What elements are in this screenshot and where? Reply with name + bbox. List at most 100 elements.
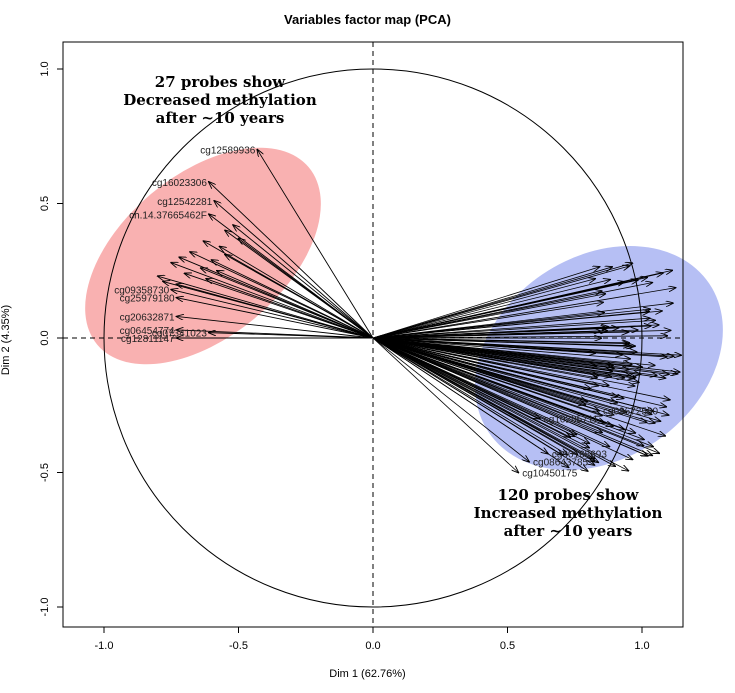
vector-arrow [372,280,638,339]
vector-arrow [372,337,629,344]
probe-label: cg16023306 [152,178,207,189]
annotation-increased-line-2: Increased methylation [473,504,663,522]
vector-arrow [206,279,374,339]
vector-arrow [372,337,609,385]
probe-label: cg09672560 [603,407,658,418]
vector-arrow [372,337,681,355]
axis-ticks: -1.0 -0.5 0.0 0.5 1.0 -1.0 -0.5 0.0 0.5 1.0 [39,61,650,652]
annotation-increased-line-1: 120 probes show [497,486,639,504]
chart-title: Variables factor map (PCA) [284,12,451,27]
vector-arrow [372,337,680,372]
vector-arrow [212,260,374,339]
vector-arrow [372,337,599,411]
annotation-increased: 120 probes show Increased methylation af… [458,486,678,540]
vector-arrow [372,337,634,386]
vector-arrow [372,337,630,359]
ellipses [85,147,723,470]
vector-arrow [372,266,629,339]
vector-arrow [177,284,374,339]
y-tick-label: 0.0 [39,330,51,345]
vector-arrow [372,288,675,339]
vector-arrow [372,337,630,376]
vector-arrow [372,337,635,433]
vector-arrow [239,238,374,339]
vector-arrow [171,290,374,339]
vector-arrow [372,337,518,473]
y-tick-label: -0.5 [39,463,51,482]
vector-arrow [372,337,548,454]
probe-label: cg20632871 [120,312,175,323]
vector-arrow [372,311,662,339]
vector-arrow [372,337,602,432]
vector-arrow [372,280,610,339]
annotation-decreased: 27 probes show Decreased methylation aft… [120,73,320,127]
vector-arrow [209,182,374,339]
probe-label: cg00168693 [552,450,607,461]
vector-arrow [372,337,615,466]
vector-arrow [372,337,529,462]
x-tick-label: 0.5 [500,640,515,652]
vector-arrow [257,150,374,339]
vector-arrow [217,271,374,339]
vector-arrow [372,337,602,416]
x-tick-label: 1.0 [634,640,649,652]
probe-labels: cg12589936 cg16023306 cg12542281 ch.14.3766… [114,146,658,480]
x-tick-label: -1.0 [95,640,114,652]
vector-arrow [177,298,374,339]
vector-arrow [372,337,570,437]
y-tick-label: 0.5 [39,196,51,211]
vector-arrow [225,255,374,339]
vector-arrow [372,337,614,368]
vector-arrow [372,318,650,339]
probe-label: ch.14.37665462F [129,210,207,221]
vector-arrow [372,337,669,415]
probe-label: cg10285711 [544,415,599,426]
vector-arrow [214,201,374,339]
vector-arrow [177,316,374,339]
vector-arrow [372,337,624,378]
x-tick-label: 0.0 [365,640,380,652]
vector-arrow [372,327,608,339]
vector-arrow [372,331,607,339]
x-axis-label: Dim 1 (62.76%) [329,668,406,680]
annotation-increased-line-3: after ~10 years [503,522,633,540]
y-tick-label: 1.0 [39,61,51,76]
vector-arrow [372,336,667,338]
annotation-decreased-line-2: Decreased methylation [123,91,317,109]
x-tick-label: -0.5 [229,640,248,652]
vector-arrow [209,333,374,339]
vectors [158,150,681,473]
probe-label: cg25979180 [120,294,175,305]
probe-label: cg07341023 [152,329,207,340]
probe-label: cg12542281 [157,197,212,208]
vector-arrow [372,279,595,339]
vector-arrow [372,267,599,339]
vector-arrow [220,247,374,339]
probe-label: cg08643785 [533,458,588,469]
probe-label: cg12811147 [121,334,175,345]
vector-arrow [372,320,655,339]
vector-arrow [372,337,648,456]
y-axis-label: Dim 2 (4.35%) [0,304,12,376]
vector-arrow [372,337,540,419]
annotation-decreased-line-3: after ~10 years [155,109,285,127]
probe-label: cg10450175 [522,469,577,480]
vector-arrow [372,337,587,401]
decreased-ellipse [85,147,321,365]
annotation-decreased-line-1: 27 probes show [154,73,286,91]
vector-arrow [372,303,673,339]
vector-arrow [372,337,640,374]
vector-arrow [372,337,591,389]
vector-arrow [372,302,603,339]
vector-arrow [171,263,374,339]
vector-arrow [372,337,562,455]
vector-arrow [372,337,632,459]
probe-label: cg06454774 [120,326,175,337]
vector-arrow [372,337,577,454]
vector-arrow [372,294,605,339]
vector-arrow [372,337,647,422]
vector-arrow [372,337,567,455]
vector-arrow [158,276,374,339]
y-tick-label: -1.0 [39,598,51,617]
